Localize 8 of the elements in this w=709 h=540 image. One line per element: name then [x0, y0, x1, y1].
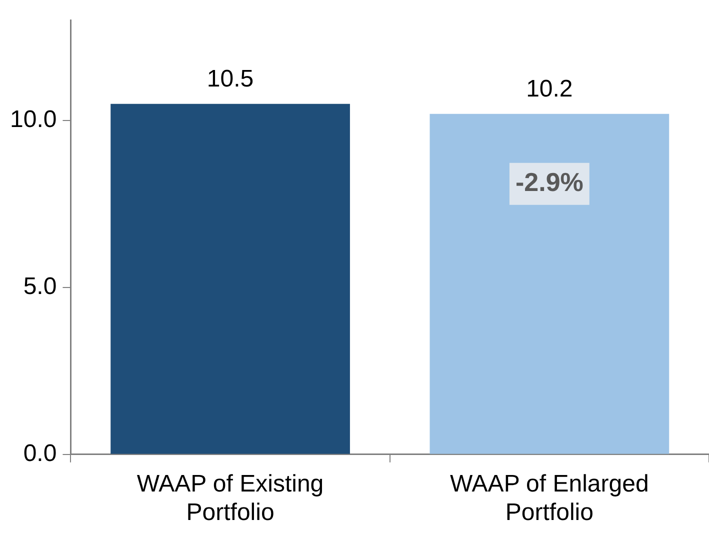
data-label: 10.2 — [526, 76, 573, 102]
y-tick-label: 10.0 — [10, 106, 57, 134]
x-tick-label: WAAP of Existing Portfolio — [136, 470, 324, 526]
x-tick-label: WAAP of Enlarged Portfolio — [450, 470, 649, 526]
annotation: -2.9% — [515, 167, 584, 198]
y-tick-label: 5.0 — [23, 273, 57, 300]
y-tick-label: 0.0 — [23, 440, 57, 468]
data-label: 10.5 — [206, 65, 254, 92]
